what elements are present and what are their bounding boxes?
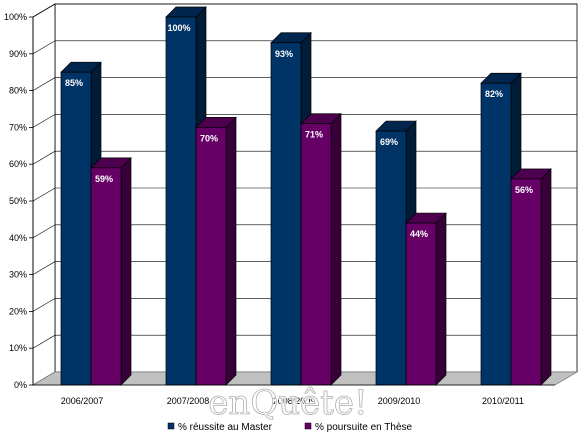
bar-poursuite-these: 44% — [405, 212, 447, 386]
y-tick-label: 10% — [9, 343, 27, 353]
watermark-text: enQuête! — [208, 383, 367, 423]
y-tick-label: 30% — [9, 270, 27, 280]
bar-reussite-master: 85% — [60, 61, 102, 386]
bar-poursuite-these: 71% — [300, 112, 342, 386]
bar-front — [375, 130, 407, 386]
bar-front — [405, 222, 437, 386]
bar-front — [60, 71, 92, 386]
gridline — [32, 114, 577, 128]
y-tick-label: 100% — [4, 12, 27, 22]
data-label: 85% — [65, 78, 83, 88]
y-tick-label: 60% — [9, 159, 27, 169]
y-tick-label: 20% — [9, 306, 27, 316]
data-label: 71% — [305, 130, 323, 140]
bar-side — [330, 112, 342, 386]
bar-front — [270, 42, 302, 386]
data-label: 93% — [275, 49, 293, 59]
y-tick-label: 40% — [9, 233, 27, 243]
bar-front — [300, 123, 332, 386]
bar-side — [225, 116, 237, 386]
y-tick-label: 0% — [14, 380, 27, 390]
legend-label: % réussite au Master — [178, 422, 273, 433]
x-tick-label: 2006/2007 — [61, 396, 104, 406]
data-label: 44% — [410, 229, 428, 239]
data-label: 69% — [380, 137, 398, 147]
legend-label: % poursuite en Thèse — [315, 422, 413, 433]
data-label: 82% — [485, 89, 503, 99]
gridline — [32, 77, 577, 91]
bar-reussite-master: 100% — [165, 6, 207, 386]
watermark-outline: enQuête! — [208, 383, 367, 423]
data-label: 56% — [515, 185, 533, 195]
bar-side — [435, 212, 447, 386]
legend: % réussite au Master % poursuite en Thèse — [167, 422, 413, 433]
bar-poursuite-these: 59% — [90, 157, 132, 386]
bar-front — [165, 16, 197, 386]
legend-swatch — [167, 422, 175, 430]
data-label: 70% — [200, 133, 218, 143]
x-axis: 2006/2007 2007/2008 2008/2009 2009/2010 2010… — [33, 384, 555, 406]
gridline — [32, 40, 577, 55]
bar-side — [120, 157, 132, 386]
legend-swatch — [304, 422, 312, 430]
x-tick-label: 2008/2009 — [273, 396, 316, 406]
watermark-logo: enQuête!enQuête! — [207, 382, 369, 425]
bar-poursuite-these: 70% — [195, 116, 237, 386]
bar-front — [195, 127, 227, 386]
y-tick-label: 70% — [9, 122, 27, 132]
gridline — [32, 3, 577, 18]
bar-front — [480, 82, 512, 386]
bar-front — [510, 178, 542, 386]
bar-front — [90, 167, 122, 386]
y-tick-label: 80% — [9, 86, 27, 96]
bar-side — [540, 168, 552, 386]
data-label: 59% — [95, 174, 113, 184]
bar-poursuite-these: 56% — [510, 168, 552, 386]
y-axis: 0% 10% 20% 30% 40% 50% 60% 70% 80% 90% 100% — [4, 12, 34, 390]
y-tick-label: 50% — [9, 196, 27, 206]
x-tick-label: 2009/2010 — [378, 396, 421, 406]
x-tick-label: 2010/2011 — [482, 396, 524, 406]
data-label: 100% — [167, 23, 190, 33]
y-tick-label: 90% — [9, 49, 27, 59]
bars: 85% 59% 100% 70% 93% 71% 69% 44% 82% 56% — [60, 6, 552, 386]
x-tick-label: 2007/2008 — [167, 396, 210, 406]
